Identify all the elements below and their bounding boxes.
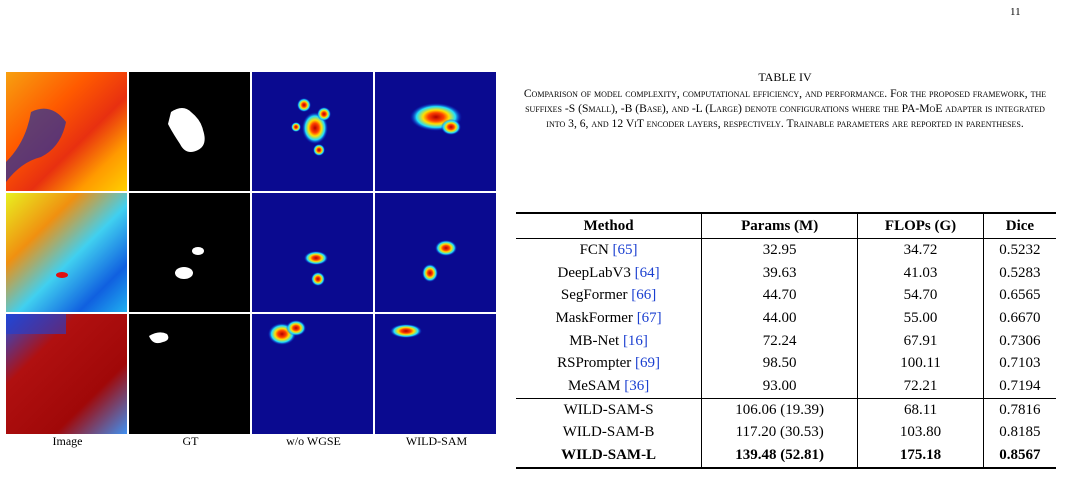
method-name: DeepLabV3	[557, 264, 631, 281]
value-cell: 103.80	[857, 421, 984, 445]
column-header: Method	[516, 213, 702, 239]
value-cell: 72.21	[857, 375, 984, 399]
value-cell: 44.00	[701, 307, 858, 330]
table-label: TABLE IV	[758, 70, 812, 84]
row-3	[6, 314, 496, 434]
method-cell: DeepLabV3 [64]	[516, 262, 702, 285]
value-cell: 0.6670	[982, 307, 1056, 330]
table-row: MaskFormer [67] 44.00 55.00 0.6670	[516, 307, 1056, 330]
citation: [66]	[631, 287, 657, 304]
table-row: FCN [65] 32.95 34.72 0.5232	[516, 238, 1056, 262]
value-cell: 68.11	[857, 397, 984, 422]
method-cell: WILD-SAM-L	[516, 444, 702, 468]
figure	[6, 72, 496, 434]
column-header: Params (M)	[701, 213, 858, 239]
method-name: MeSAM	[567, 377, 621, 394]
method-cell: MaskFormer [67]	[516, 307, 702, 330]
panel-label: GT	[182, 434, 199, 448]
value-cell: 0.7816	[982, 397, 1056, 422]
method-cell: WILD-SAM-B	[516, 422, 702, 445]
column-header: Dice	[982, 213, 1056, 239]
value-cell: 93.00	[701, 375, 858, 399]
citation: [65]	[612, 241, 638, 258]
table-row: DeepLabV3 [64] 39.63 41.03 0.5283	[516, 261, 1056, 285]
method-name: RSPrompter	[557, 355, 632, 372]
value-cell: 0.7103	[982, 352, 1056, 376]
value-cell: 100.11	[857, 352, 984, 376]
method-name: FCN	[579, 241, 609, 258]
value-cell: 55.00	[857, 307, 984, 330]
method-cell: MB-Net [16]	[516, 330, 702, 353]
row-2	[6, 193, 496, 312]
method-cell: FCN [65]	[516, 239, 702, 262]
panel-label: w/o WGSE	[286, 434, 341, 448]
value-cell: 0.6565	[982, 284, 1056, 308]
citation: [36]	[624, 377, 650, 394]
method-cell: MeSAM [36]	[516, 375, 702, 398]
value-cell: 44.70	[701, 284, 858, 308]
value-cell: 0.5232	[982, 238, 1056, 262]
figure-labels: Image GT w/o WGSE WILD-SAM	[6, 434, 498, 449]
value-cell: 72.24	[701, 329, 858, 353]
table-row: WILD-SAM-S 106.06 (19.39) 68.11 0.7816	[516, 397, 1056, 422]
table-row: WILD-SAM-L 139.48 (52.81) 175.18 0.8567	[516, 444, 1056, 468]
value-cell: 54.70	[857, 284, 984, 308]
table: Method Params (M) FLOPs (G) Dice FCN [65] 32.…	[516, 212, 1056, 469]
value-cell: 98.50	[701, 352, 858, 376]
citation: [67]	[636, 309, 662, 326]
header-row: Method Params (M) FLOPs (G) Dice	[516, 213, 1056, 239]
value-cell: 0.5283	[982, 261, 1056, 285]
table-row: MB-Net [16] 72.24 67.91 0.7306	[516, 329, 1056, 353]
method-cell: WILD-SAM-S	[516, 397, 702, 422]
method-name: MB-Net	[569, 332, 620, 349]
method-name: WILD-SAM-L	[561, 447, 657, 464]
value-cell: 41.03	[857, 261, 984, 285]
table-caption: Comparison of model complexity, computat…	[523, 87, 1047, 130]
value-cell: 32.95	[701, 238, 858, 262]
value-cell: 0.8185	[982, 421, 1056, 445]
value-cell: 0.7306	[982, 329, 1056, 353]
method-cell: SegFormer [66]	[516, 284, 702, 307]
panel-label: Image	[52, 434, 83, 448]
value-cell: 106.06 (19.39)	[701, 397, 858, 422]
value-cell: 67.91	[857, 329, 984, 353]
value-cell: 0.7194	[982, 375, 1056, 399]
table-row: MeSAM [36] 93.00 72.21 0.7194	[516, 375, 1056, 399]
value-cell: 0.8567	[982, 444, 1056, 468]
value-cell: 34.72	[857, 238, 984, 262]
method-name: SegFormer	[560, 287, 628, 304]
panel-label: WILD-SAM	[405, 434, 468, 448]
page-number: 11	[1010, 6, 1021, 18]
table-row: SegFormer [66] 44.70 54.70 0.6565	[516, 284, 1056, 308]
method-name: WILD-SAM-B	[562, 424, 655, 441]
citation: [69]	[635, 355, 661, 372]
value-cell: 175.18	[857, 444, 984, 468]
column-header: FLOPs (G)	[857, 213, 984, 239]
citation: [64]	[634, 264, 660, 281]
value-cell: 39.63	[701, 261, 858, 285]
method-name: WILD-SAM-S	[563, 401, 654, 418]
table-row: RSPrompter [69] 98.50 100.11 0.7103	[516, 352, 1056, 376]
citation: [16]	[622, 332, 648, 349]
table-row: WILD-SAM-B 117.20 (30.53) 103.80 0.8185	[516, 421, 1056, 445]
method-name: MaskFormer	[555, 309, 633, 326]
method-cell: RSPrompter [69]	[516, 352, 702, 375]
value-cell: 117.20 (30.53)	[701, 421, 858, 445]
value-cell: 139.48 (52.81)	[701, 444, 858, 468]
row-1	[6, 72, 496, 191]
